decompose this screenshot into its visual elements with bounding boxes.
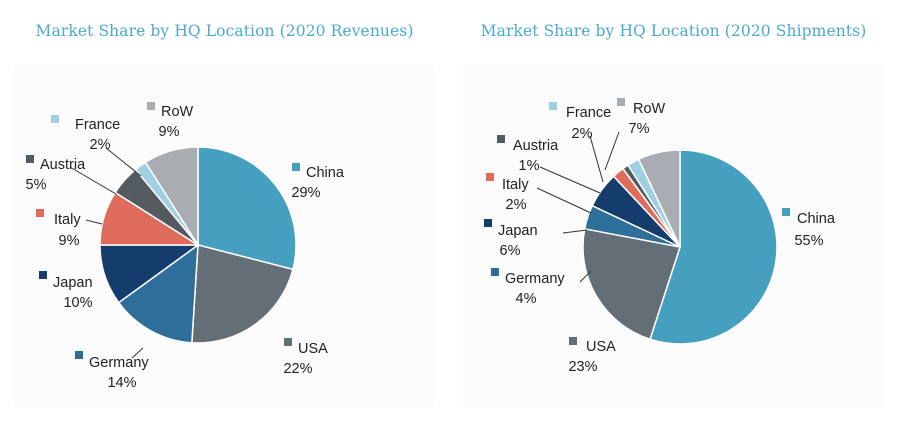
pie-slice-china — [649, 149, 778, 345]
slice-label-austria: Austria — [513, 138, 559, 154]
slice-label-italy: Italy — [54, 212, 81, 228]
slice-value-italy: 2% — [506, 197, 527, 213]
legend-marker-japan — [484, 219, 492, 227]
legend-marker-austria — [497, 135, 505, 143]
slice-value-usa: 22% — [283, 361, 312, 377]
leader-line-austria — [69, 166, 117, 195]
slice-label-usa: USA — [298, 341, 328, 357]
legend-marker-row — [147, 102, 155, 110]
leader-line-germany — [131, 347, 144, 359]
slice-label-row: RoW — [161, 104, 194, 120]
legend-marker-italy — [36, 209, 44, 217]
pie-slice-china — [197, 146, 297, 271]
shipments-chart-panel: Market Share by HQ Location (2020 Shipme… — [449, 0, 898, 438]
chart-title: Market Share by HQ Location (2020 Revenu… — [35, 22, 414, 40]
slice-value-row: 7% — [629, 121, 650, 137]
slice-value-row: 9% — [159, 124, 180, 140]
legend-marker-japan — [39, 271, 47, 279]
legend-marker-usa — [284, 338, 292, 346]
pie-slice-row — [144, 146, 199, 248]
legend-marker-china — [782, 208, 790, 216]
slice-value-china: 55% — [794, 233, 823, 249]
slice-value-usa: 23% — [568, 359, 597, 375]
slice-label-china: China — [306, 165, 345, 181]
chart-area: China 29% USA 22% Germany 14% Japan 10% Italy 9% A… — [14, 66, 434, 406]
pie-slice-usa — [582, 227, 681, 341]
slice-value-austria: 1% — [519, 158, 540, 174]
leader-line-germany — [579, 270, 592, 283]
leader-line-france — [589, 135, 604, 183]
slice-label-row: RoW — [633, 101, 666, 117]
chart-title: Market Share by HQ Location (2020 Shipme… — [480, 22, 867, 40]
revenues-chart-panel: Market Share by HQ Location (2020 Revenu… — [14, 22, 434, 406]
legend-marker-france — [51, 115, 59, 123]
leader-line-italy — [536, 187, 592, 214]
slice-label-germany: Germany — [89, 355, 149, 371]
legend-marker-china — [292, 163, 300, 171]
pie-slice-usa — [191, 244, 294, 344]
slice-value-china: 29% — [291, 185, 320, 201]
legend-marker-austria — [26, 155, 34, 163]
slice-value-japan: 10% — [63, 295, 92, 311]
slice-label-japan: Japan — [498, 223, 538, 239]
slice-value-germany: 4% — [516, 291, 537, 307]
slice-label-france: France — [566, 105, 611, 121]
slice-value-germany: 14% — [107, 375, 136, 391]
slice-label-china: China — [797, 211, 836, 227]
slice-label-germany: Germany — [505, 271, 565, 287]
slice-value-austria: 5% — [26, 177, 47, 193]
legend-marker-germany — [75, 351, 83, 359]
shipments-pie-chart: China 55% USA 23% Germany 4% Japan 6% Italy 2% Aus… — [484, 98, 836, 375]
legend-marker-france — [549, 102, 557, 110]
leader-line-japan — [562, 229, 588, 234]
legend-marker-usa — [569, 337, 577, 345]
pie-slice-row — [637, 149, 681, 248]
slice-value-italy: 9% — [59, 233, 80, 249]
legend-marker-italy — [486, 173, 494, 181]
slice-label-france: France — [75, 117, 120, 133]
legend-marker-germany — [491, 268, 499, 276]
slice-label-japan: Japan — [53, 275, 93, 291]
leader-line-austria — [539, 166, 601, 194]
slice-value-japan: 6% — [500, 243, 521, 259]
slice-label-austria: Austria — [40, 157, 86, 173]
pie-slice-germany — [117, 243, 199, 344]
leader-line-row — [604, 131, 620, 171]
slice-label-usa: USA — [586, 339, 616, 355]
legend-marker-row — [617, 98, 625, 106]
chart-area: China 55% USA 23% Germany 4% Japan 6% Italy 2% Aus… — [463, 66, 883, 406]
leader-line-france — [105, 147, 142, 177]
slice-value-france: 2% — [90, 137, 111, 153]
slice-value-france: 2% — [572, 126, 593, 142]
revenues-pie-chart: China 29% USA 22% Germany 14% Japan 10% Italy 9% A… — [26, 102, 345, 391]
slice-label-italy: Italy — [502, 177, 529, 193]
leader-line-italy — [85, 219, 103, 225]
